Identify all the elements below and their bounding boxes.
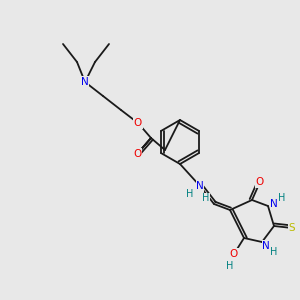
- Text: H: H: [270, 247, 278, 257]
- Text: O: O: [133, 149, 141, 159]
- Text: O: O: [134, 118, 142, 128]
- Text: H: H: [226, 261, 234, 271]
- Text: N: N: [270, 199, 278, 209]
- Text: H: H: [186, 189, 194, 199]
- Text: O: O: [230, 249, 238, 259]
- Text: S: S: [289, 223, 295, 233]
- Text: O: O: [256, 177, 264, 187]
- Text: H: H: [202, 193, 210, 203]
- Text: N: N: [196, 181, 204, 191]
- Text: H: H: [278, 193, 286, 203]
- Text: N: N: [262, 241, 270, 251]
- Text: N: N: [81, 77, 89, 87]
